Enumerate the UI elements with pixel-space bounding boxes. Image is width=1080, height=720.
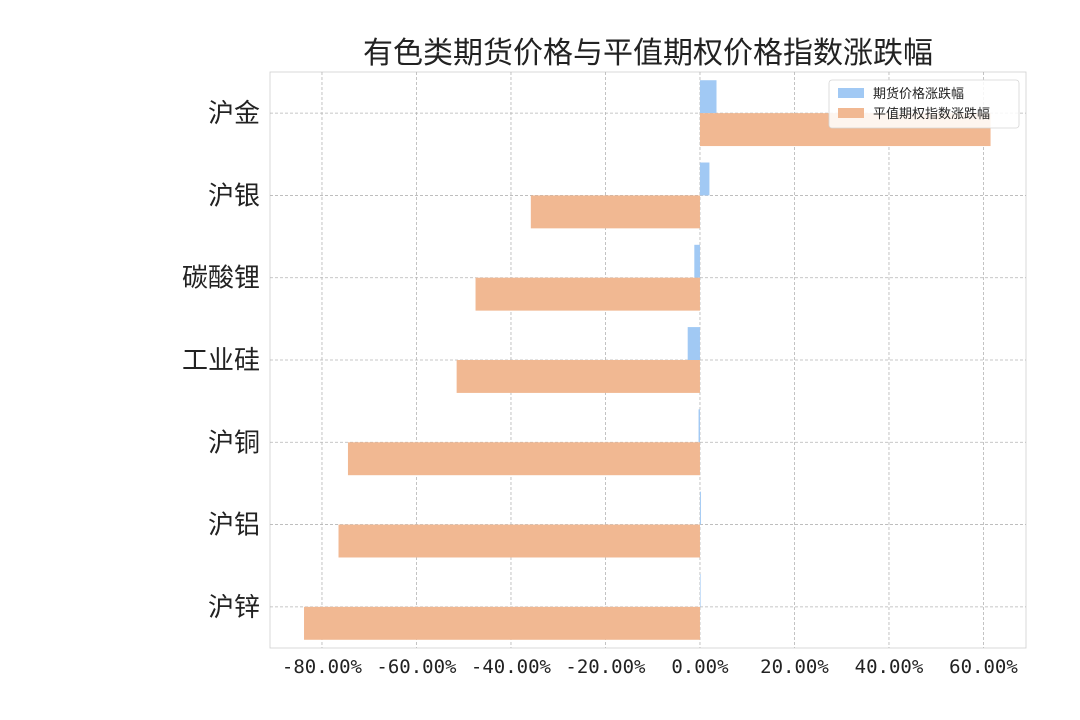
futures-change-bar (699, 80, 717, 114)
futures-change-bar (698, 409, 700, 443)
legend-swatch (838, 108, 864, 118)
bars-layer (304, 80, 991, 640)
x-tick-label: 40.00% (855, 656, 924, 678)
legend-label: 期货价格涨跌幅 (873, 86, 964, 102)
y-tick-label: 沪金 (208, 99, 260, 129)
legend-label: 平值期权指数涨跌幅 (873, 106, 990, 122)
y-tick-label: 沪银 (208, 181, 260, 211)
y-tick-label: 沪铜 (208, 428, 260, 458)
option-index-change-bar (456, 360, 700, 393)
x-tick-label: 0.00% (671, 656, 729, 678)
option-index-change-bar (475, 277, 700, 311)
x-tick-label: -40.00% (471, 656, 552, 678)
x-axis-ticks: -80.00% -60.00% -40.00% -20.00% 0.00% 20.00% 4… (282, 656, 1018, 678)
futures-change-bar (699, 573, 701, 607)
legend-swatch (838, 88, 864, 98)
x-tick-label: -80.00% (282, 656, 363, 678)
y-tick-label: 沪铝 (208, 511, 260, 541)
option-index-change-bar (530, 195, 700, 229)
option-index-change-bar (347, 442, 700, 476)
option-index-change-bar (304, 606, 700, 640)
option-index-change-bar (338, 524, 700, 558)
y-tick-label: 沪锌 (208, 593, 260, 623)
futures-change-bar (694, 244, 700, 278)
futures-change-bar (687, 327, 700, 360)
y-tick-label: 碳酸锂 (182, 264, 260, 294)
x-tick-label: -60.00% (376, 656, 457, 678)
y-tick-label: 工业硅 (182, 346, 260, 376)
x-tick-label: 20.00% (760, 656, 829, 678)
chart-title: 有色类期货价格与平值期权价格指数涨跌幅 (363, 36, 933, 71)
x-tick-label: 60.00% (949, 656, 1018, 678)
x-tick-label: -20.00% (565, 656, 646, 678)
futures-change-bar (699, 491, 701, 525)
futures-change-bar (699, 162, 710, 196)
legend-box (828, 79, 1020, 129)
